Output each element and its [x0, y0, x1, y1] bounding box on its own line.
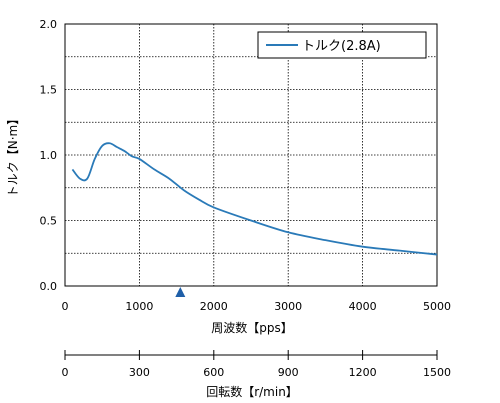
rpm-tick-label: 0 [62, 366, 69, 379]
x-axis-label: 周波数【pps】 [211, 320, 293, 335]
y-tick-label: 1.5 [40, 84, 58, 97]
rpm-tick-label: 300 [129, 366, 150, 379]
x-tick-label: 1000 [125, 300, 153, 313]
x-tick-label: 2000 [200, 300, 228, 313]
rpm-tick-label: 1500 [423, 366, 451, 379]
grid-lines [65, 24, 437, 286]
rpm-tick-label: 1200 [349, 366, 377, 379]
legend: トルク(2.8A) [257, 31, 427, 59]
legend-label: トルク(2.8A) [302, 39, 381, 54]
rpm-axis-label: 回転数【r/min】 [206, 384, 298, 399]
y-axis-label: トルク【N·m】 [6, 113, 20, 197]
x-tick-label: 0 [62, 300, 69, 313]
y-tick-label: 1.0 [40, 149, 58, 162]
y-tick-labels: 0.0 0.5 1.0 1.5 2.0 [40, 18, 58, 293]
rpm-tick-label: 900 [278, 366, 299, 379]
y-tick-label: 2.0 [40, 18, 58, 31]
y-tick-label: 0.0 [40, 280, 58, 293]
y-tick-label: 0.5 [40, 215, 58, 228]
x-tick-label: 4000 [349, 300, 377, 313]
rpm-axis: 0 300 600 900 1200 1500 回転数【r/min】 [62, 350, 451, 399]
rpm-tick-label: 600 [203, 366, 224, 379]
x-tick-label: 3000 [274, 300, 302, 313]
plot-frame [64, 23, 438, 287]
torque-series-line [71, 142, 438, 256]
x-tick-labels: 0 1000 2000 3000 4000 5000 [62, 300, 452, 313]
frequency-marker-triangle [175, 287, 186, 297]
rpm-axis-ticks: 0 300 600 900 1200 1500 [62, 350, 451, 379]
x-tick-label: 5000 [423, 300, 451, 313]
